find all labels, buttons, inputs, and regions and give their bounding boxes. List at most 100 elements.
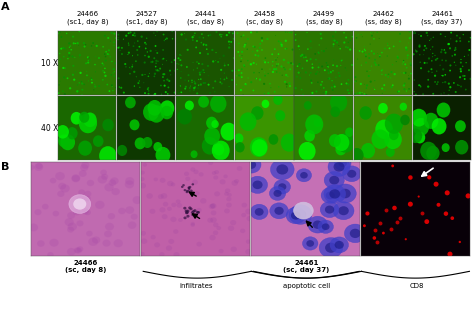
- Point: [292, 32, 300, 37]
- Point: [283, 46, 291, 51]
- Point: [169, 36, 176, 41]
- Point: [109, 88, 117, 93]
- Point: [370, 51, 378, 56]
- Point: [318, 48, 326, 53]
- Circle shape: [206, 117, 218, 129]
- Point: [107, 39, 114, 44]
- Point: [125, 41, 132, 46]
- Point: [342, 35, 350, 40]
- Point: [240, 63, 248, 68]
- Point: [242, 41, 250, 46]
- Point: [199, 62, 206, 67]
- Point: [389, 62, 396, 67]
- Point: [272, 66, 280, 71]
- Circle shape: [196, 242, 202, 246]
- Point: [459, 73, 467, 78]
- Point: [128, 64, 136, 69]
- Circle shape: [161, 193, 167, 199]
- Point: [69, 72, 77, 77]
- Point: [442, 211, 450, 216]
- Circle shape: [47, 252, 54, 258]
- Point: [172, 29, 179, 34]
- Point: [190, 85, 197, 90]
- Point: [253, 30, 261, 35]
- Point: [363, 83, 371, 88]
- Point: [441, 34, 449, 39]
- Circle shape: [361, 143, 375, 158]
- Point: [69, 34, 77, 39]
- Point: [237, 56, 245, 61]
- Point: [157, 83, 165, 88]
- Circle shape: [108, 213, 115, 219]
- Point: [389, 163, 396, 168]
- Circle shape: [329, 176, 339, 184]
- Point: [200, 35, 207, 40]
- Circle shape: [104, 231, 112, 237]
- Point: [195, 77, 202, 82]
- Circle shape: [192, 210, 195, 213]
- Point: [167, 72, 174, 77]
- Point: [374, 239, 381, 244]
- Point: [116, 85, 123, 90]
- Point: [164, 77, 171, 82]
- Point: [236, 73, 243, 78]
- Point: [362, 60, 370, 65]
- Circle shape: [338, 206, 349, 215]
- Point: [465, 193, 472, 198]
- Point: [325, 76, 332, 81]
- Point: [182, 37, 190, 42]
- Point: [264, 71, 272, 76]
- Point: [196, 35, 203, 40]
- Point: [300, 55, 308, 60]
- Text: B: B: [1, 162, 9, 172]
- Circle shape: [324, 185, 346, 203]
- Point: [136, 44, 143, 49]
- Point: [444, 41, 452, 46]
- Point: [88, 80, 96, 85]
- Point: [187, 84, 194, 89]
- Point: [451, 48, 458, 53]
- Point: [451, 52, 459, 57]
- Point: [384, 72, 392, 77]
- Point: [191, 85, 199, 90]
- Circle shape: [141, 231, 146, 236]
- Point: [378, 86, 386, 91]
- Circle shape: [135, 138, 146, 149]
- Circle shape: [209, 204, 215, 209]
- Point: [145, 91, 152, 96]
- Point: [256, 45, 264, 50]
- Point: [150, 56, 158, 61]
- Point: [284, 74, 292, 79]
- Point: [130, 69, 138, 74]
- Circle shape: [173, 229, 178, 234]
- Point: [235, 68, 243, 73]
- Circle shape: [195, 191, 200, 195]
- Point: [147, 60, 155, 65]
- Point: [126, 71, 134, 76]
- Point: [274, 61, 282, 66]
- Point: [459, 32, 467, 37]
- Point: [341, 66, 349, 71]
- Point: [55, 31, 62, 36]
- Point: [177, 57, 184, 62]
- Point: [302, 55, 310, 60]
- Point: [403, 65, 410, 70]
- Circle shape: [142, 137, 152, 148]
- Point: [103, 82, 111, 87]
- Circle shape: [240, 229, 246, 233]
- Circle shape: [82, 208, 89, 215]
- Point: [164, 85, 172, 90]
- Point: [454, 82, 462, 87]
- Circle shape: [400, 103, 407, 111]
- Circle shape: [212, 141, 230, 160]
- Point: [218, 81, 226, 86]
- Point: [423, 46, 430, 51]
- Circle shape: [254, 139, 267, 154]
- Point: [438, 50, 445, 55]
- Point: [402, 89, 410, 94]
- Point: [162, 37, 169, 42]
- Point: [337, 58, 345, 63]
- Point: [56, 57, 64, 62]
- Circle shape: [334, 184, 356, 203]
- Circle shape: [246, 216, 253, 221]
